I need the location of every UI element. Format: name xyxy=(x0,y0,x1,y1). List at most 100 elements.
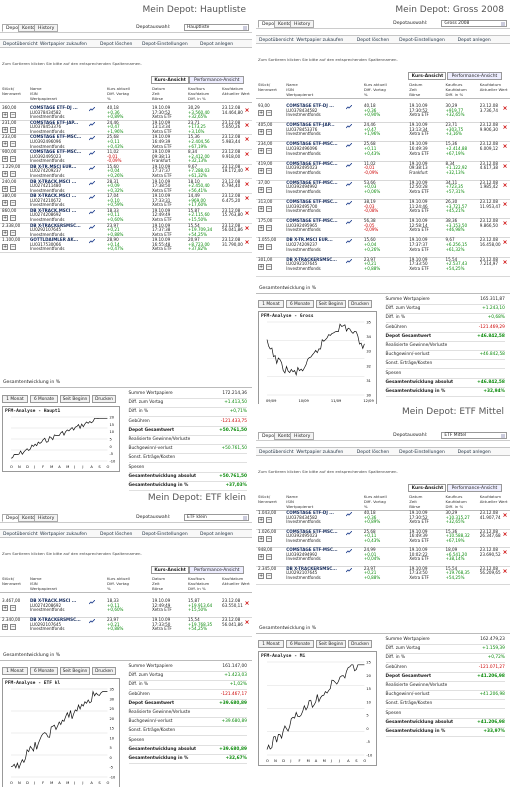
sell-button[interactable]: − xyxy=(266,225,272,232)
timeframe-button-1[interactable]: 6 Monate xyxy=(30,395,58,403)
delete-button[interactable]: × xyxy=(244,107,250,114)
delete-button[interactable]: × xyxy=(244,224,250,232)
delete-button[interactable]: × xyxy=(244,121,250,129)
column-header-line[interactable]: Kaufkurs xyxy=(445,494,463,499)
subnav-0[interactable]: Depotübersicht xyxy=(259,38,294,43)
column-header-line[interactable]: Zeit xyxy=(152,580,160,586)
column-header-line[interactable]: Wertpapierart xyxy=(286,503,314,509)
delete-button[interactable]: × xyxy=(244,239,250,247)
column-header-line[interactable]: ISIN xyxy=(30,90,38,96)
column-header-line[interactable]: Name xyxy=(286,494,298,499)
column-header-line[interactable]: Kaufdatum xyxy=(188,580,210,586)
subnav-4[interactable]: Depot anlegen xyxy=(457,38,491,43)
kurs-ansicht-button[interactable]: Kurs-Ansicht xyxy=(151,76,189,84)
timeframe-button-0[interactable]: 1 Monat xyxy=(2,667,28,675)
buy-more-button[interactable]: + xyxy=(2,112,8,118)
sell-button[interactable]: − xyxy=(266,110,272,116)
column-header-line[interactable]: Nennwert xyxy=(258,86,277,92)
subnav-1[interactable]: Wertpapier zukaufen xyxy=(296,450,344,455)
delete-button[interactable]: × xyxy=(502,162,508,170)
sell-button[interactable]: − xyxy=(10,156,16,163)
column-header-line[interactable]: Nennwert xyxy=(2,90,21,96)
buy-more-button[interactable]: + xyxy=(258,167,264,174)
depot-select[interactable]: ETF klein xyxy=(183,514,250,521)
column-header-line[interactable]: Name xyxy=(286,82,298,87)
delete-button[interactable]: × xyxy=(244,180,250,188)
chart-icon[interactable] xyxy=(88,224,96,230)
buy-more-button[interactable]: + xyxy=(258,186,264,193)
buy-more-button[interactable]: + xyxy=(2,214,8,221)
performance-ansicht-button[interactable]: Performance-Ansicht xyxy=(446,484,503,492)
delete-button[interactable]: × xyxy=(502,105,508,112)
column-header-line[interactable]: Wertpapierart xyxy=(30,95,58,101)
delete-button[interactable]: × xyxy=(502,124,508,132)
timeframe-button-3[interactable]: Drucken xyxy=(92,395,116,403)
chart-icon[interactable] xyxy=(345,258,352,264)
timeframe-button-2[interactable]: Seit Beginn xyxy=(60,667,90,675)
column-header-line[interactable]: Börse xyxy=(409,503,421,509)
column-header-line[interactable]: Stück/ xyxy=(2,576,15,581)
timeframe-button-0[interactable]: 1 Monat xyxy=(258,300,284,308)
delete-button[interactable]: × xyxy=(244,619,250,626)
tab-history[interactable]: History xyxy=(290,432,315,440)
chart-icon[interactable] xyxy=(345,143,352,148)
delete-button[interactable]: × xyxy=(502,143,508,151)
chart-icon[interactable] xyxy=(345,530,352,536)
timeframe-button-1[interactable]: 6 Monate xyxy=(30,667,58,675)
buy-more-button[interactable]: + xyxy=(258,244,264,251)
performance-ansicht-button[interactable]: Performance-Ansicht xyxy=(189,76,245,84)
column-header-line[interactable]: Datum xyxy=(152,576,166,581)
security-name[interactable]: DB X-TR.MSCI EUR... xyxy=(286,237,333,243)
subnav-3[interactable]: Depot-Einstellungen xyxy=(399,38,445,43)
chart-icon[interactable] xyxy=(88,599,96,605)
column-header-line[interactable]: % xyxy=(363,503,368,509)
buy-more-button[interactable]: + xyxy=(2,605,8,611)
buy-more-button[interactable]: + xyxy=(258,554,264,560)
column-header-line[interactable]: Börse xyxy=(409,91,421,97)
chart-icon[interactable] xyxy=(88,180,96,186)
security-name[interactable]: COMSTAGE ETF-MSC... xyxy=(286,528,338,534)
column-header-line[interactable]: Aktueller Wert xyxy=(222,90,250,96)
column-header-line[interactable]: % xyxy=(107,585,111,591)
tab-history[interactable]: History xyxy=(34,514,59,522)
chart-icon[interactable] xyxy=(88,194,96,200)
chart-icon[interactable] xyxy=(88,150,96,156)
column-header-line[interactable]: Kaufkurs xyxy=(188,576,205,581)
column-header-line[interactable]: Kaufdatum xyxy=(445,86,467,92)
chart-icon[interactable] xyxy=(345,200,352,206)
column-header-line[interactable]: Kaufdatum xyxy=(188,90,210,96)
column-header-line[interactable]: Diff. in % xyxy=(445,91,464,97)
security-name[interactable]: DB X-TRACK.MSCI ... xyxy=(30,178,77,184)
subnav-0[interactable]: Depotübersicht xyxy=(3,42,38,47)
security-name[interactable]: COMSTAGE ETF-MSC... xyxy=(286,160,338,166)
sell-button[interactable]: − xyxy=(266,554,272,560)
security-name[interactable]: COMSTAGE ETF-DJ ... xyxy=(286,510,334,515)
column-header-line[interactable]: ISIN xyxy=(286,498,294,504)
chart-icon[interactable] xyxy=(345,548,352,554)
chart-icon[interactable] xyxy=(88,106,96,112)
column-header-line[interactable]: Datum xyxy=(409,82,423,87)
sell-button[interactable]: − xyxy=(10,624,16,630)
chart-icon[interactable] xyxy=(88,618,96,624)
delete-button[interactable]: × xyxy=(502,239,508,247)
column-header-line[interactable]: Aktueller Wert xyxy=(479,86,508,92)
security-name[interactable]: COMSTAGE ETF-MSC... xyxy=(286,547,338,552)
security-name[interactable]: GOTTLDAIMLER AK... xyxy=(30,237,79,243)
column-header-line[interactable]: Börse xyxy=(152,585,164,591)
timeframe-button-3[interactable]: Drucken xyxy=(92,667,116,675)
column-header-line[interactable]: Diff. in % xyxy=(445,503,464,509)
column-header-line[interactable]: Wertpapierart xyxy=(286,91,314,97)
column-header-line[interactable]: Zeit xyxy=(409,498,417,504)
column-header-line[interactable]: Kaufdatum xyxy=(445,498,467,504)
chart-icon[interactable] xyxy=(88,165,96,171)
delete-button[interactable]: × xyxy=(502,258,508,266)
subnav-0[interactable]: Depotübersicht xyxy=(259,450,294,455)
security-name[interactable]: DB X-TRACKERSMSC... xyxy=(30,222,81,228)
subnav-2[interactable]: Depot löschen xyxy=(356,450,390,455)
sell-button[interactable]: − xyxy=(10,126,16,133)
buy-more-button[interactable]: + xyxy=(2,141,8,148)
column-header-line[interactable]: % xyxy=(107,95,111,101)
timeframe-button-1[interactable]: 6 Monate xyxy=(286,640,314,648)
column-header-line[interactable]: ISIN xyxy=(286,86,294,92)
subnav-3[interactable]: Depot-Einstellungen xyxy=(142,532,188,537)
